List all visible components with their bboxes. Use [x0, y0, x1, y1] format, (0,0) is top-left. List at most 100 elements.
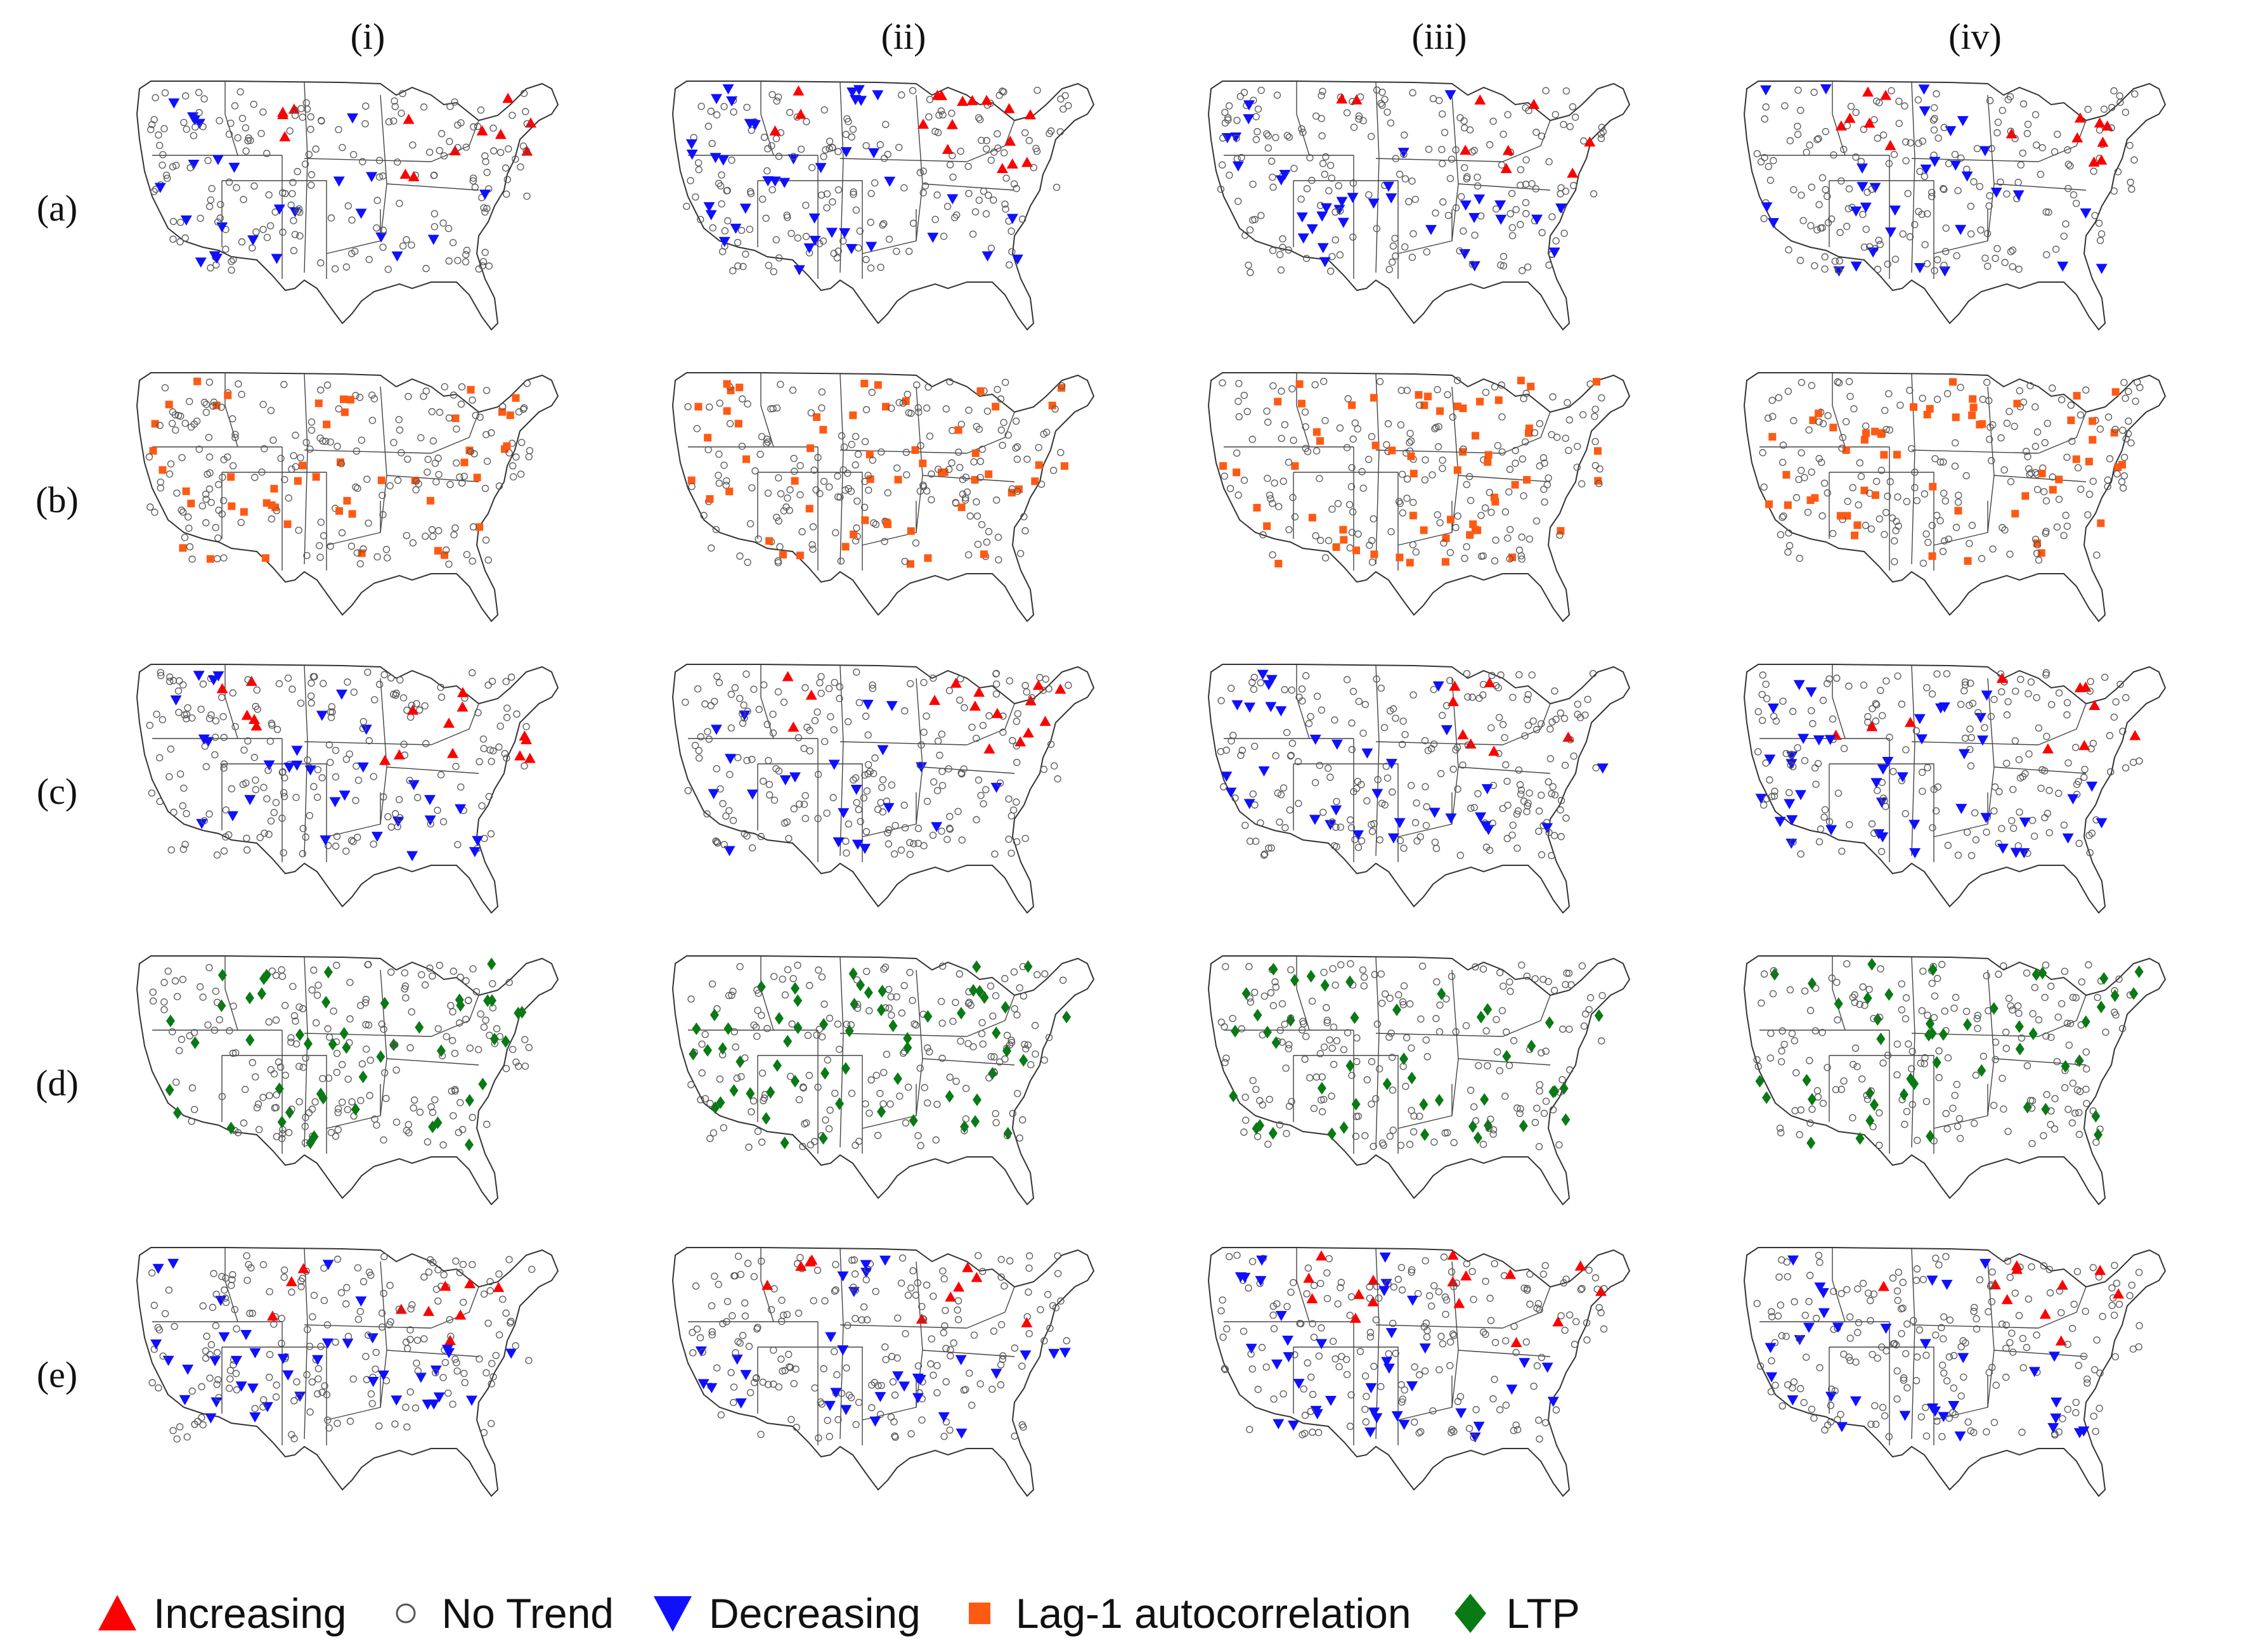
station-marker-no-trend — [212, 524, 219, 531]
station-marker-no-trend — [1013, 487, 1021, 495]
region-boundary — [916, 94, 923, 242]
station-marker-no-trend — [1846, 392, 1854, 400]
station-marker-no-trend — [1493, 1016, 1500, 1024]
station-marker-no-trend — [413, 700, 420, 707]
station-marker-no-trend — [758, 433, 766, 441]
station-marker-no-trend — [451, 524, 459, 532]
station-marker-no-trend — [1798, 467, 1805, 474]
station-marker-no-trend — [317, 1343, 325, 1350]
station-marker-no-trend — [2086, 491, 2094, 498]
station-marker-increasing — [996, 163, 1008, 174]
station-marker-no-trend — [1894, 672, 1901, 680]
station-marker-no-trend — [188, 555, 196, 563]
station-marker-increasing — [1528, 98, 1540, 109]
station-marker-lag1 — [937, 468, 945, 477]
us-outline — [1207, 955, 1631, 1206]
station-marker-ltp — [1019, 1054, 1028, 1067]
station-marker-ltp — [328, 1038, 337, 1051]
station-marker-decreasing — [472, 836, 484, 846]
station-marker-no-trend — [1898, 1330, 1905, 1338]
region-boundary — [1458, 1058, 1551, 1066]
station-marker-no-trend — [2033, 486, 2042, 493]
station-marker-no-trend — [1506, 465, 1514, 474]
station-marker-no-trend — [980, 800, 987, 808]
station-marker-no-trend — [964, 1000, 973, 1007]
station-marker-no-trend — [1007, 227, 1015, 235]
station-marker-no-trend — [1028, 694, 1036, 702]
station-marker-no-trend — [865, 1109, 873, 1117]
station-marker-no-trend — [1222, 1054, 1230, 1062]
station-marker-no-trend — [1400, 150, 1408, 158]
station-marker-no-trend — [1850, 1061, 1857, 1068]
station-marker-no-trend — [1401, 1386, 1408, 1394]
station-marker-no-trend — [198, 502, 206, 510]
station-marker-no-trend — [1530, 1383, 1538, 1390]
station-marker-no-trend — [844, 469, 852, 477]
station-marker-no-trend — [866, 768, 874, 775]
station-marker-decreasing — [872, 90, 884, 101]
station-marker-no-trend — [1778, 1027, 1786, 1035]
station-marker-no-trend — [1461, 124, 1468, 132]
station-marker-increasing — [805, 689, 817, 700]
station-marker-no-trend — [1865, 1289, 1872, 1297]
station-marker-no-trend — [1533, 1362, 1541, 1370]
station-marker-no-trend — [2064, 160, 2072, 168]
station-marker-no-trend — [1343, 109, 1351, 117]
station-marker-no-trend — [1423, 1053, 1431, 1061]
station-marker-no-trend — [768, 142, 775, 150]
station-marker-no-trend — [1238, 747, 1246, 754]
station-marker-increasing — [495, 129, 507, 139]
station-marker-no-trend — [1839, 434, 1847, 441]
station-marker-no-trend — [2069, 993, 2077, 1002]
station-marker-lag1 — [954, 426, 962, 434]
station-marker-decreasing — [1795, 790, 1807, 801]
station-marker-increasing — [945, 1291, 957, 1302]
station-marker-decreasing — [333, 176, 345, 187]
station-marker-no-trend — [759, 195, 767, 203]
station-marker-no-trend — [921, 182, 930, 190]
station-marker-decreasing — [815, 163, 827, 174]
station-marker-no-trend — [1787, 751, 1796, 759]
station-marker-no-trend — [384, 554, 391, 562]
station-marker-decreasing — [1896, 772, 1908, 783]
station-marker-no-trend — [938, 730, 946, 738]
station-marker-no-trend — [382, 1377, 391, 1384]
station-marker-no-trend — [429, 1109, 437, 1116]
station-marker-no-trend — [372, 1348, 380, 1356]
map-panel — [1721, 1236, 2229, 1515]
station-marker-increasing — [2129, 730, 2141, 740]
station-marker-no-trend — [1915, 139, 1922, 147]
station-marker-no-trend — [509, 462, 517, 470]
station-marker-no-trend — [741, 1054, 749, 1062]
station-marker-no-trend — [853, 1004, 862, 1012]
station-marker-no-trend — [775, 517, 782, 525]
station-marker-no-trend — [743, 103, 751, 112]
station-marker-no-trend — [909, 1267, 917, 1275]
station-marker-no-trend — [1023, 688, 1030, 696]
region-boundary — [758, 763, 863, 837]
station-marker-no-trend — [502, 164, 510, 172]
station-marker-no-trend — [1479, 1140, 1487, 1148]
station-marker-no-trend — [861, 437, 869, 446]
station-marker-no-trend — [881, 963, 890, 971]
station-marker-ltp — [1855, 1132, 1865, 1145]
station-marker-no-trend — [756, 450, 764, 458]
station-marker-increasing — [455, 1309, 467, 1320]
station-marker-increasing — [1014, 736, 1027, 747]
station-marker-no-trend — [828, 144, 836, 152]
station-marker-no-trend — [1337, 823, 1344, 831]
station-marker-no-trend — [1545, 978, 1552, 986]
station-marker-decreasing — [1918, 84, 1930, 95]
station-marker-no-trend — [1950, 1004, 1958, 1012]
station-marker-no-trend — [380, 1289, 387, 1297]
station-marker-no-trend — [1969, 699, 1977, 707]
station-marker-lag1 — [725, 487, 734, 496]
station-marker-no-trend — [1552, 1406, 1560, 1414]
region-boundary — [2038, 703, 2087, 745]
station-marker-no-trend — [484, 556, 492, 564]
region-boundary — [1911, 957, 1915, 1148]
station-marker-no-trend — [1561, 761, 1569, 769]
station-marker-lag1 — [299, 461, 307, 470]
station-marker-no-trend — [705, 735, 713, 743]
station-marker-no-trend — [1022, 1045, 1030, 1053]
